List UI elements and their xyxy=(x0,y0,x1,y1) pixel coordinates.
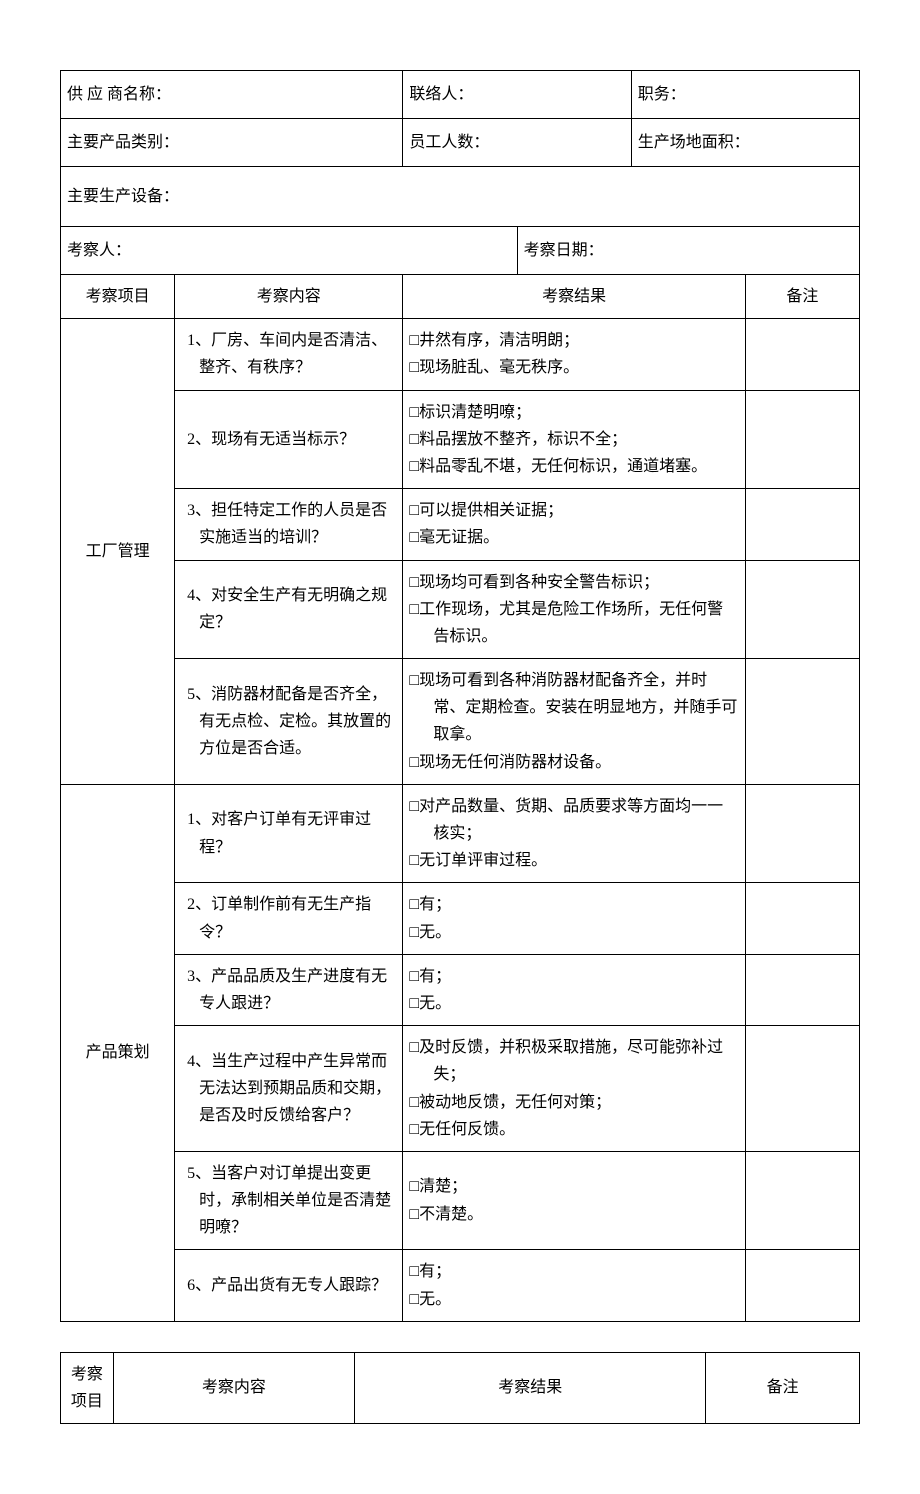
supplier-form-table: 供 应 商名称： 联络人： 职务： 主要产品类别： 员工人数： 生产场地面积： … xyxy=(60,70,860,1322)
checkbox-option[interactable]: □无。 xyxy=(409,1286,738,1313)
table-cell-note xyxy=(745,954,859,1025)
checkbox-option[interactable]: □现场可看到各种消防器材配备齐全，并时常、定期检查。安装在明显地方，并随手可取拿… xyxy=(409,667,738,749)
table-cell-result: □有； □无。 xyxy=(403,1250,745,1321)
checkbox-option[interactable]: □工作现场，尤其是危险工作场所，无任何警告标识。 xyxy=(409,596,738,650)
inspect-date-cell: 考察日期： xyxy=(517,227,859,275)
product-category-cell: 主要产品类别： xyxy=(61,119,403,167)
checkbox-option[interactable]: □现场脏乱、毫无秩序。 xyxy=(409,354,738,381)
checkbox-option[interactable]: □被动地反馈，无任何对策； xyxy=(409,1089,738,1116)
table-cell-result: □及时反馈，并积极采取措施，尽可能弥补过失； □被动地反馈，无任何对策； □无任… xyxy=(403,1026,745,1152)
checkbox-option[interactable]: □标识清楚明嘹； xyxy=(409,399,738,426)
checkbox-option[interactable]: □井然有序，清洁明朗； xyxy=(409,327,738,354)
main-equipment-cell: 主要生产设备： xyxy=(61,167,860,227)
col-header-result-2: 考察结果 xyxy=(355,1352,706,1423)
col-header-note-2: 备注 xyxy=(706,1352,860,1423)
inspector-cell: 考察人： xyxy=(61,227,518,275)
checkbox-option[interactable]: □料品零乱不堪，无任何标识，通道堵塞。 xyxy=(409,453,738,480)
table-cell-note xyxy=(745,390,859,489)
checkbox-option[interactable]: □有； xyxy=(409,1258,738,1285)
section-product-planning: 产品策划 xyxy=(61,784,175,1321)
checkbox-option[interactable]: □对产品数量、货期、品质要求等方面均一一核实； xyxy=(409,793,738,847)
checkbox-option[interactable]: □无。 xyxy=(409,919,738,946)
table-cell-content: 4、当生产过程中产生异常而无法达到预期品质和交期，是否及时反馈给客户？ xyxy=(175,1026,403,1152)
col-header-project: 考察项目 xyxy=(61,275,175,319)
table-cell-result: □清楚； □不清楚。 xyxy=(403,1151,745,1250)
table-cell-content: 3、产品品质及生产进度有无专人跟进？ xyxy=(175,954,403,1025)
checkbox-option[interactable]: □有； xyxy=(409,963,738,990)
table-cell-result: □井然有序，清洁明朗； □现场脏乱、毫无秩序。 xyxy=(403,319,745,390)
col-header-note: 备注 xyxy=(745,275,859,319)
table-cell-content: 5、消防器材配备是否齐全，有无点检、定检。其放置的方位是否合适。 xyxy=(175,659,403,785)
continuation-table: 考察项目 考察内容 考察结果 备注 xyxy=(60,1352,860,1424)
table-cell-result: □现场可看到各种消防器材配备齐全，并时常、定期检查。安装在明显地方，并随手可取拿… xyxy=(403,659,745,785)
checkbox-option[interactable]: □料品摆放不整齐，标识不全； xyxy=(409,426,738,453)
table-cell-result: □对产品数量、货期、品质要求等方面均一一核实； □无订单评审过程。 xyxy=(403,784,745,883)
table-cell-content: 3、担任特定工作的人员是否实施适当的培训？ xyxy=(175,489,403,560)
table-cell-note xyxy=(745,1151,859,1250)
table-cell-note xyxy=(745,1250,859,1321)
table-cell-result: □可以提供相关证据； □毫无证据。 xyxy=(403,489,745,560)
table-cell-note xyxy=(745,560,859,659)
table-cell-note xyxy=(745,489,859,560)
checkbox-option[interactable]: □无。 xyxy=(409,990,738,1017)
table-cell-content: 1、对客户订单有无评审过程？ xyxy=(175,784,403,883)
section-factory-management: 工厂管理 xyxy=(61,319,175,785)
table-cell-content: 4、对安全生产有无明确之规定？ xyxy=(175,560,403,659)
checkbox-option[interactable]: □无任何反馈。 xyxy=(409,1116,738,1143)
checkbox-option[interactable]: □有； xyxy=(409,891,738,918)
table-cell-content: 2、现场有无适当标示？ xyxy=(175,390,403,489)
table-cell-content: 6、产品出货有无专人跟踪？ xyxy=(175,1250,403,1321)
staff-count-cell: 员工人数： xyxy=(403,119,631,167)
col-header-content-2: 考察内容 xyxy=(113,1352,354,1423)
checkbox-option[interactable]: □不清楚。 xyxy=(409,1201,738,1228)
checkbox-option[interactable]: □现场均可看到各种安全警告标识； xyxy=(409,569,738,596)
supplier-name-cell: 供 应 商名称： xyxy=(61,71,403,119)
checkbox-option[interactable]: □毫无证据。 xyxy=(409,524,738,551)
table-cell-note xyxy=(745,659,859,785)
contact-cell: 联络人： xyxy=(403,71,631,119)
table-cell-content: 5、当客户对订单提出变更时，承制相关单位是否清楚明嘹？ xyxy=(175,1151,403,1250)
checkbox-option[interactable]: □清楚； xyxy=(409,1173,738,1200)
site-area-cell: 生产场地面积： xyxy=(631,119,859,167)
col-header-project-2: 考察项目 xyxy=(61,1352,114,1423)
table-cell-content: 2、订单制作前有无生产指令？ xyxy=(175,883,403,954)
table-cell-note xyxy=(745,883,859,954)
col-header-result: 考察结果 xyxy=(403,275,745,319)
table-cell-result: □有； □无。 xyxy=(403,954,745,1025)
table-cell-note xyxy=(745,784,859,883)
table-cell-note xyxy=(745,1026,859,1152)
table-cell-content: 1、厂房、车间内是否清洁、整齐、有秩序？ xyxy=(175,319,403,390)
table-cell-result: □标识清楚明嘹； □料品摆放不整齐，标识不全； □料品零乱不堪，无任何标识，通道… xyxy=(403,390,745,489)
checkbox-option[interactable]: □可以提供相关证据； xyxy=(409,497,738,524)
position-cell: 职务： xyxy=(631,71,859,119)
table-cell-result: □现场均可看到各种安全警告标识； □工作现场，尤其是危险工作场所，无任何警告标识… xyxy=(403,560,745,659)
table-cell-note xyxy=(745,319,859,390)
checkbox-option[interactable]: □及时反馈，并积极采取措施，尽可能弥补过失； xyxy=(409,1034,738,1088)
checkbox-option[interactable]: □无订单评审过程。 xyxy=(409,847,738,874)
table-cell-result: □有； □无。 xyxy=(403,883,745,954)
col-header-content: 考察内容 xyxy=(175,275,403,319)
checkbox-option[interactable]: □现场无任何消防器材设备。 xyxy=(409,749,738,776)
